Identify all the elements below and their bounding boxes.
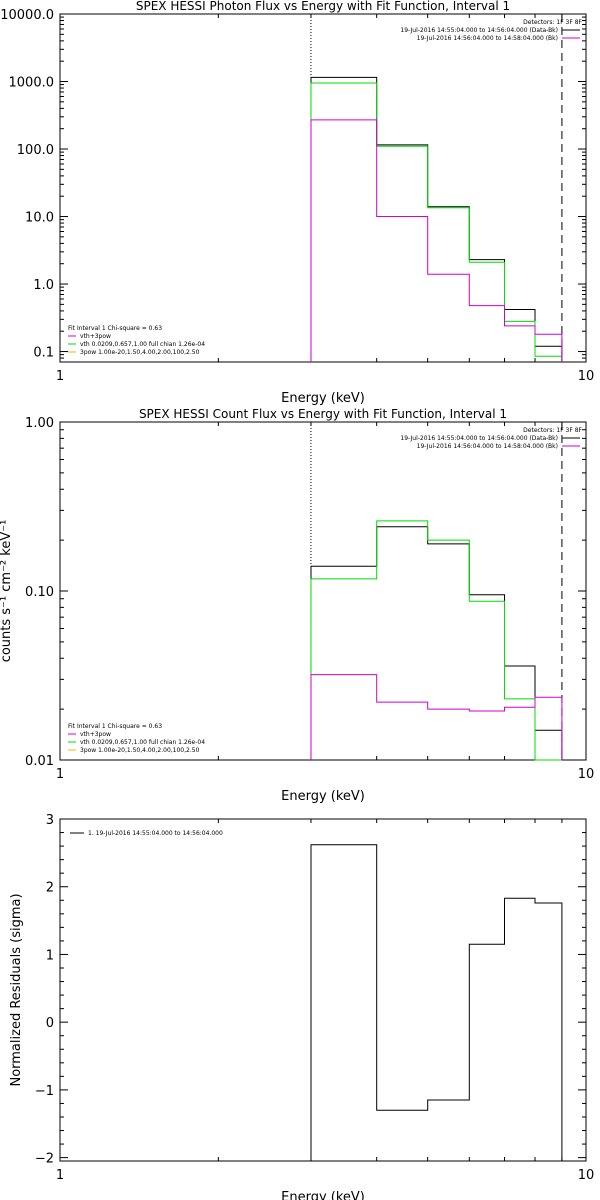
- y-tick-label: 0.1: [33, 346, 54, 361]
- fit-legend-text: 3pow 1.00e-20,1.50,4.00,2.00,100,2.50: [80, 747, 200, 754]
- x-tick-label: 1: [56, 369, 64, 384]
- x-tick-label: 10: [578, 1168, 595, 1183]
- legend-text: 1. 19-Jul-2016 14:55:04.000 to 14:56:04.…: [88, 830, 223, 837]
- series-2-steps: [310, 520, 562, 761]
- y-tick-label: 0.01: [25, 754, 54, 769]
- fit-legend-text: Fit Interval 1 Chi-square = 0.63: [68, 325, 162, 332]
- x-tick-label: 10: [578, 767, 595, 782]
- y-tick-label: 100.0: [17, 143, 54, 158]
- y-tick-label: 3: [46, 813, 54, 828]
- x-tick-label: 1: [56, 1168, 64, 1183]
- y-tick-label: 0: [46, 1016, 54, 1031]
- x-axis-label: Energy (keV): [281, 789, 365, 804]
- y-tick-label: 2: [46, 881, 54, 896]
- x-tick-label: 10: [578, 369, 595, 384]
- chart-title: SPEX HESSI Count Flux vs Energy with Fit…: [139, 407, 507, 421]
- plot-frame: [59, 818, 587, 1162]
- fit-legend-text: vth+3pow: [80, 333, 111, 340]
- y-tick-label: −1: [35, 1084, 54, 1099]
- detectors-label: Detectors: 1F 3F 8F: [523, 427, 582, 434]
- fit-legend-text: vth 0.0209,0.657,1.00 full chian 1.26e-0…: [80, 341, 205, 348]
- y-axis-label: counts s⁻¹ cm⁻² keV⁻¹: [0, 520, 14, 663]
- fit-legend-text: 3pow 1.00e-20,1.50,4.00,2.00,100,2.50: [80, 349, 200, 356]
- series-1-steps: [310, 76, 563, 362]
- x-axis-label: Energy (keV): [281, 1190, 365, 1200]
- detectors-label: Detectors: 1F 3F 8F: [523, 19, 582, 26]
- plot-frame: [59, 13, 587, 363]
- y-tick-label: 10000.0: [0, 8, 54, 23]
- series-1-steps: [310, 844, 563, 1161]
- series-3-steps: [310, 674, 563, 760]
- series-3-steps: [310, 119, 563, 362]
- y-axis-label: Normalized Residuals (sigma): [9, 893, 24, 1086]
- x-tick-label: 1: [56, 767, 64, 782]
- top-legend-text: 19-Jul-2016 14:56:04.000 to 14:58:04.000…: [417, 35, 558, 42]
- series-1-steps: [310, 526, 563, 760]
- y-tick-label: 0.10: [25, 585, 54, 600]
- chart-panel-1: SPEX HESSI Photon Flux vs Energy with Fi…: [0, 0, 594, 406]
- x-axis-label: Energy (keV): [281, 391, 365, 406]
- y-tick-label: −2: [35, 1152, 54, 1167]
- fit-legend-text: vth 0.0209,0.657,1.00 full chian 1.26e-0…: [80, 739, 205, 746]
- fit-legend-text: vth+3pow: [80, 731, 111, 738]
- top-legend-text: 19-Jul-2016 14:55:04.000 to 14:56:04.000…: [400, 27, 558, 34]
- top-legend-text: 19-Jul-2016 14:55:04.000 to 14:56:04.000…: [400, 435, 558, 442]
- top-legend-text: 19-Jul-2016 14:56:04.000 to 14:58:04.000…: [417, 443, 558, 450]
- y-tick-label: 10.0: [25, 211, 54, 226]
- fit-legend-text: Fit Interval 1 Chi-square = 0.63: [68, 723, 162, 730]
- chart-title: SPEX HESSI Photon Flux vs Energy with Fi…: [136, 0, 510, 13]
- y-tick-label: 1.0: [33, 278, 54, 293]
- y-tick-label: 1000.0: [9, 76, 55, 91]
- y-tick-label: 1: [46, 948, 54, 963]
- y-tick-label: 1.00: [25, 416, 54, 431]
- chart-panel-2: SPEX HESSI Count Flux vs Energy with Fit…: [0, 407, 594, 804]
